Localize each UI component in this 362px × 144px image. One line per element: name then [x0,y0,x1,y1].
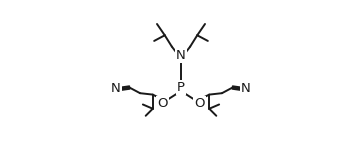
Text: N: N [241,83,251,95]
Text: O: O [157,97,168,110]
Text: P: P [177,81,185,94]
Text: O: O [194,97,205,110]
Text: N: N [111,83,121,95]
Text: N: N [176,49,186,61]
